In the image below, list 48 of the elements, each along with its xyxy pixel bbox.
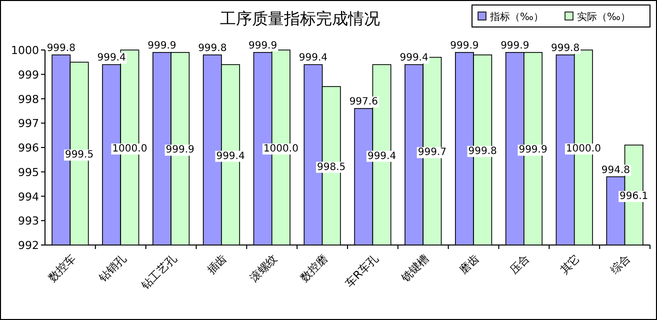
data-label: 999.4	[216, 150, 245, 162]
x-tick-label: 插齿	[204, 252, 230, 277]
data-label: 999.4	[298, 52, 328, 64]
x-tick-label: 车R车孔	[342, 252, 381, 290]
data-label: 999.9	[248, 40, 278, 52]
y-tick-label: 995	[18, 166, 39, 179]
x-tick-label: 数控磨	[298, 252, 330, 284]
x-tick-label: 数控车	[46, 252, 78, 284]
legend-label: 指标（‰）	[489, 11, 544, 23]
data-label: 999.4	[367, 150, 396, 162]
x-tick-label: 综合	[608, 252, 633, 277]
data-label: 999.9	[148, 40, 176, 52]
y-tick-label: 993	[18, 214, 39, 228]
y-tick-label: 994	[18, 190, 39, 204]
data-label: 999.4	[97, 52, 126, 64]
data-label: 999.8	[46, 42, 76, 54]
data-label: 1000.0	[112, 144, 148, 154]
x-tick-label: 磨齿	[456, 252, 482, 277]
data-label: 999.9	[450, 40, 479, 52]
data-label: 999.8	[198, 42, 227, 54]
x-tick-label: 压合	[507, 252, 532, 277]
y-tick-label: 998	[18, 92, 39, 106]
x-tick-label: 钻销孔	[96, 252, 129, 286]
y-tick-label: 997	[18, 117, 39, 130]
data-label: 996.1	[620, 191, 648, 202]
data-label: 994.8	[601, 164, 630, 176]
data-label: 998.5	[317, 162, 346, 173]
data-label: 999.9	[500, 40, 530, 52]
data-label: 1000.0	[566, 144, 601, 154]
x-tick-label: 钻工艺孔	[138, 252, 180, 293]
data-label: 999.9	[166, 144, 194, 156]
x-tick-label: 铣键槽	[398, 252, 432, 286]
data-label: 999.8	[550, 42, 580, 54]
y-tick-label: 999	[18, 68, 39, 82]
data-label: 997.6	[349, 96, 378, 108]
chart-title: 工序质量指标完成情况	[220, 9, 380, 28]
legend-label: 实际（‰）	[577, 11, 630, 23]
y-tick-label: 996	[18, 142, 39, 154]
data-label: 999.8	[468, 146, 497, 157]
x-tick-label: 滚螺纹	[247, 252, 280, 284]
data-label: 999.4	[400, 52, 428, 64]
data-label: 999.5	[64, 150, 94, 161]
y-tick-label: 992	[18, 239, 39, 252]
data-label: 999.7	[418, 147, 447, 158]
data-label: 1000.0	[263, 144, 298, 154]
x-tick-label: 其它	[558, 252, 582, 277]
y-tick-label: 1000	[11, 44, 39, 57]
data-label: 999.9	[518, 144, 548, 156]
